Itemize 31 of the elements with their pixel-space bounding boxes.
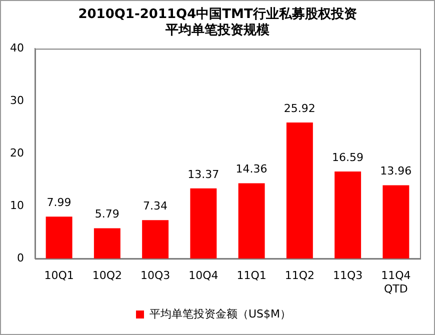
y-tick-label: 30 — [10, 94, 24, 107]
y-tick-label: 20 — [10, 146, 24, 160]
y-tick-label: 0 — [16, 251, 24, 264]
bar — [190, 188, 217, 259]
bar — [46, 216, 72, 259]
bar — [286, 122, 313, 259]
data-label: 7.34 — [143, 199, 168, 212]
data-label: 14.36 — [236, 162, 268, 176]
data-label: 16.59 — [332, 150, 364, 164]
y-tick-label: 10 — [10, 198, 24, 212]
x-tick-label: 10Q3 — [140, 269, 170, 282]
bar — [382, 185, 410, 259]
bar — [334, 172, 362, 259]
data-label: 13.37 — [188, 168, 220, 181]
bar — [94, 228, 120, 259]
x-tick-label: 10Q1 — [44, 269, 74, 282]
data-label: 25.92 — [284, 102, 316, 115]
data-label: 7.99 — [46, 196, 72, 210]
chart-title: 2010Q1-2011Q4中国TMT行业私募股权投资平均单笔投资规模 — [77, 7, 358, 39]
legend-label: 平均单笔投资金额（US$M） — [149, 307, 292, 320]
data-label: 5.79 — [94, 208, 120, 221]
x-tick-label: 11Q3 — [332, 269, 363, 282]
x-tick-label: 10Q4 — [188, 269, 218, 282]
x-tick-label: 11Q1 — [236, 269, 266, 282]
bar — [238, 183, 265, 259]
data-label: 13.96 — [380, 164, 412, 178]
x-tick-label: 11Q2 — [284, 269, 315, 282]
y-tick-label: 40 — [10, 41, 24, 54]
x-tick-label: 10Q2 — [92, 269, 122, 282]
x-tick-label: 11Q4 QTD — [381, 269, 411, 296]
bar — [142, 220, 169, 259]
